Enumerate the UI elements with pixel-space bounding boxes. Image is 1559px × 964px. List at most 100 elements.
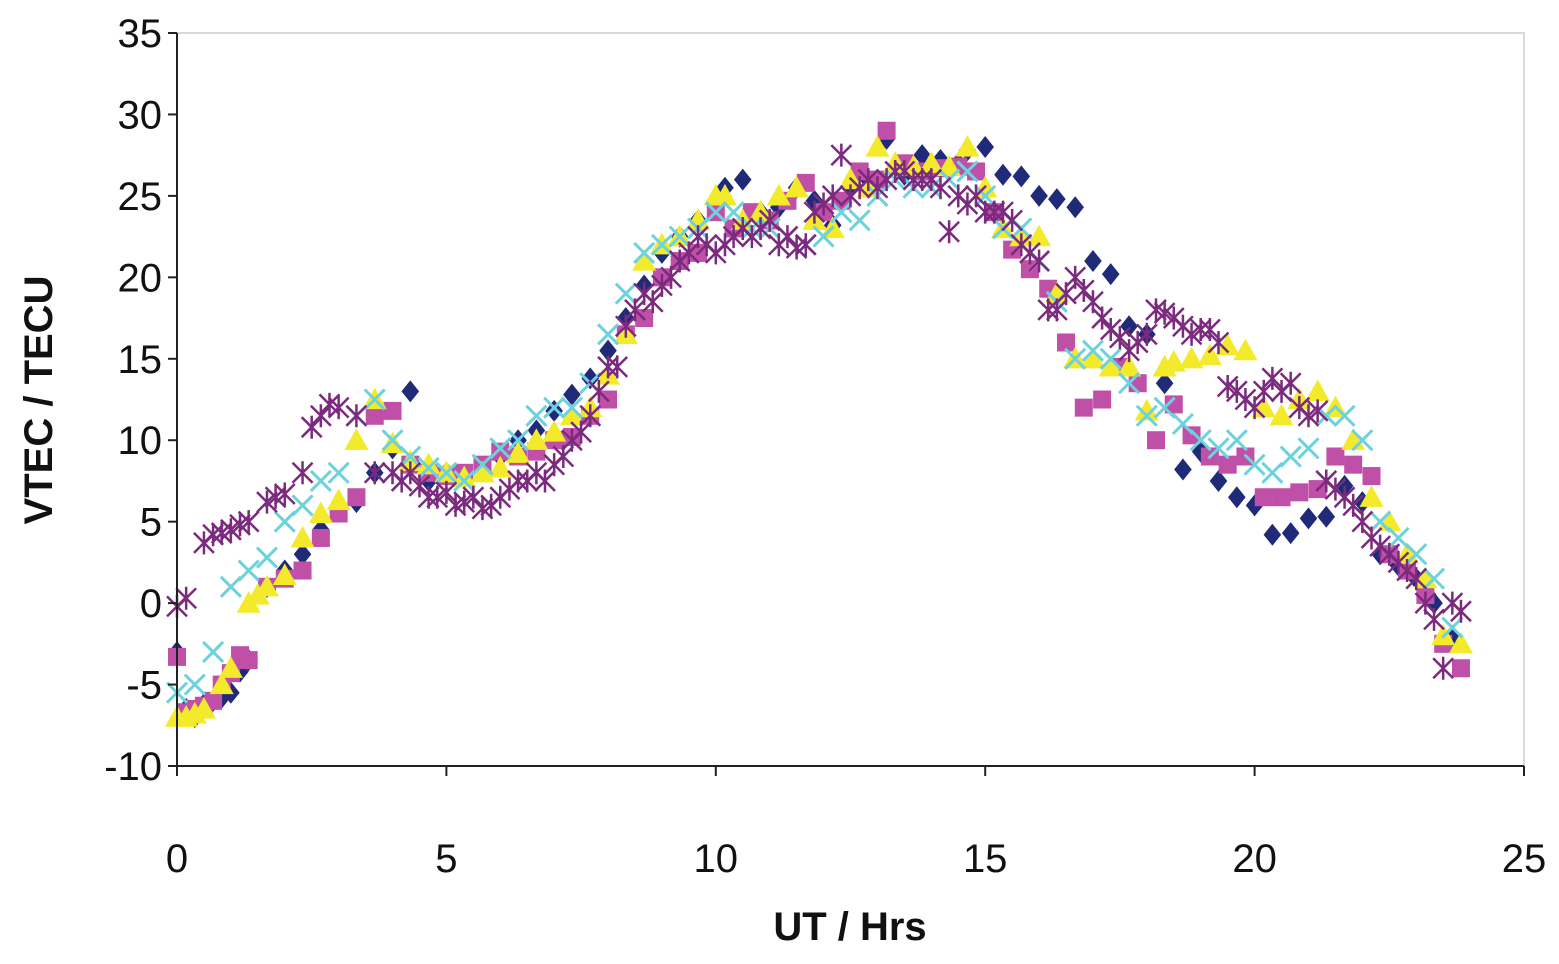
data-point-x: [1153, 396, 1176, 419]
data-point-square: [1146, 431, 1165, 450]
data-point-x: [956, 160, 979, 183]
data-point-square: [1326, 447, 1345, 466]
data-point-triangle: [1359, 485, 1384, 507]
data-point-triangle: [632, 249, 657, 271]
y-tick-label: 25: [118, 175, 163, 219]
data-point-triangle: [937, 154, 962, 177]
data-point-x: [560, 396, 584, 419]
data-point-x: [1279, 445, 1302, 468]
data-point-square: [1254, 488, 1273, 507]
data-point-triangle: [416, 452, 441, 475]
data-point-diamond: [1084, 250, 1102, 273]
data-point-asterisk: [1135, 322, 1158, 346]
data-point-x: [327, 461, 350, 484]
data-point-triangle: [326, 488, 351, 511]
y-tick-label: -10: [104, 745, 162, 789]
data-point-triangle: [1431, 623, 1456, 646]
data-point-triangle: [542, 420, 567, 442]
data-point-x: [633, 241, 656, 264]
data-point-x: [1441, 616, 1464, 639]
data-point-asterisk: [1064, 265, 1087, 289]
data-point-x: [1117, 372, 1141, 395]
data-point-triangle: [272, 563, 297, 586]
data-point-square: [347, 488, 366, 507]
data-point-x: [291, 494, 314, 517]
y-axis-title: VTEC / TECU: [17, 276, 61, 525]
data-point-asterisk: [327, 396, 350, 420]
data-point-x: [543, 396, 566, 419]
data-point-triangle: [1134, 398, 1159, 421]
data-point-x: [1099, 347, 1122, 370]
data-point-x: [219, 575, 242, 598]
data-point-asterisk: [1306, 399, 1329, 423]
data-point-triangle: [1080, 346, 1105, 369]
data-point-triangle: [1179, 346, 1204, 369]
data-point-square: [1344, 455, 1363, 474]
data-point-triangle: [1027, 224, 1052, 247]
y-tick-label: 30: [118, 93, 163, 137]
data-point-x: [650, 233, 673, 256]
data-point-triangle: [955, 135, 980, 157]
data-point-triangle: [712, 183, 737, 206]
data-point-x: [1369, 510, 1392, 533]
data-point-square: [967, 162, 986, 181]
data-point-x: [381, 429, 404, 452]
data-point-triangle: [254, 574, 279, 597]
data-point-asterisk: [1109, 326, 1131, 350]
data-point-diamond: [976, 136, 994, 159]
data-point-triangle: [308, 501, 333, 524]
data-point-x: [1081, 339, 1105, 362]
data-point-x: [1387, 526, 1410, 550]
series-layer: [165, 121, 1473, 729]
data-point-asterisk: [587, 379, 610, 403]
data-point-diamond: [293, 543, 312, 566]
data-point-asterisk: [776, 225, 799, 249]
data-point-triangle: [901, 154, 926, 177]
y-tick-label: 20: [118, 256, 163, 300]
data-point-square: [383, 401, 402, 420]
data-point-triangle: [919, 151, 944, 173]
data-point-triangle: [191, 696, 216, 719]
data-point-asterisk: [938, 220, 960, 244]
data-point-diamond: [1263, 523, 1282, 546]
data-point-asterisk: [291, 461, 314, 485]
data-point-diamond: [994, 163, 1012, 186]
data-point-x: [722, 201, 745, 224]
data-point-square: [1290, 483, 1309, 502]
data-point-x: [668, 225, 691, 248]
data-point-x: [1135, 404, 1158, 427]
data-point-asterisk: [1207, 330, 1230, 354]
data-point-x: [974, 184, 997, 207]
x-axis-ticks: 0 5 10 15 20 25: [166, 766, 1546, 881]
data-point-triangle: [218, 656, 243, 678]
data-point-x: [812, 225, 835, 248]
data-point-triangle: [290, 525, 315, 548]
data-point-triangle: [1305, 379, 1330, 401]
data-point-x: [830, 201, 853, 224]
data-point-x: [1351, 429, 1374, 452]
data-point-triangle: [1233, 338, 1258, 361]
data-point-asterisk: [1198, 317, 1221, 341]
data-point-asterisk: [794, 233, 817, 257]
data-point-x: [202, 640, 225, 664]
data-point-diamond: [1155, 372, 1174, 395]
data-point-x: [489, 437, 512, 460]
data-point-square: [1218, 455, 1237, 474]
data-point-triangle: [452, 465, 477, 488]
data-point-x: [471, 453, 494, 476]
data-point-asterisk: [758, 208, 781, 232]
data-point-x: [183, 673, 206, 696]
data-point-triangle: [1197, 343, 1222, 366]
data-point-diamond: [1066, 196, 1084, 219]
data-point-diamond: [1174, 458, 1192, 481]
data-point-x: [1171, 412, 1195, 435]
data-point-square: [1074, 398, 1093, 417]
data-point-square: [877, 121, 896, 140]
data-point-triangle: [766, 183, 791, 206]
data-point-square: [1128, 374, 1147, 393]
y-tick-label: 15: [118, 338, 163, 382]
data-point-square: [293, 561, 312, 580]
data-point-asterisk: [1252, 379, 1275, 403]
data-point-asterisk: [1405, 567, 1428, 591]
